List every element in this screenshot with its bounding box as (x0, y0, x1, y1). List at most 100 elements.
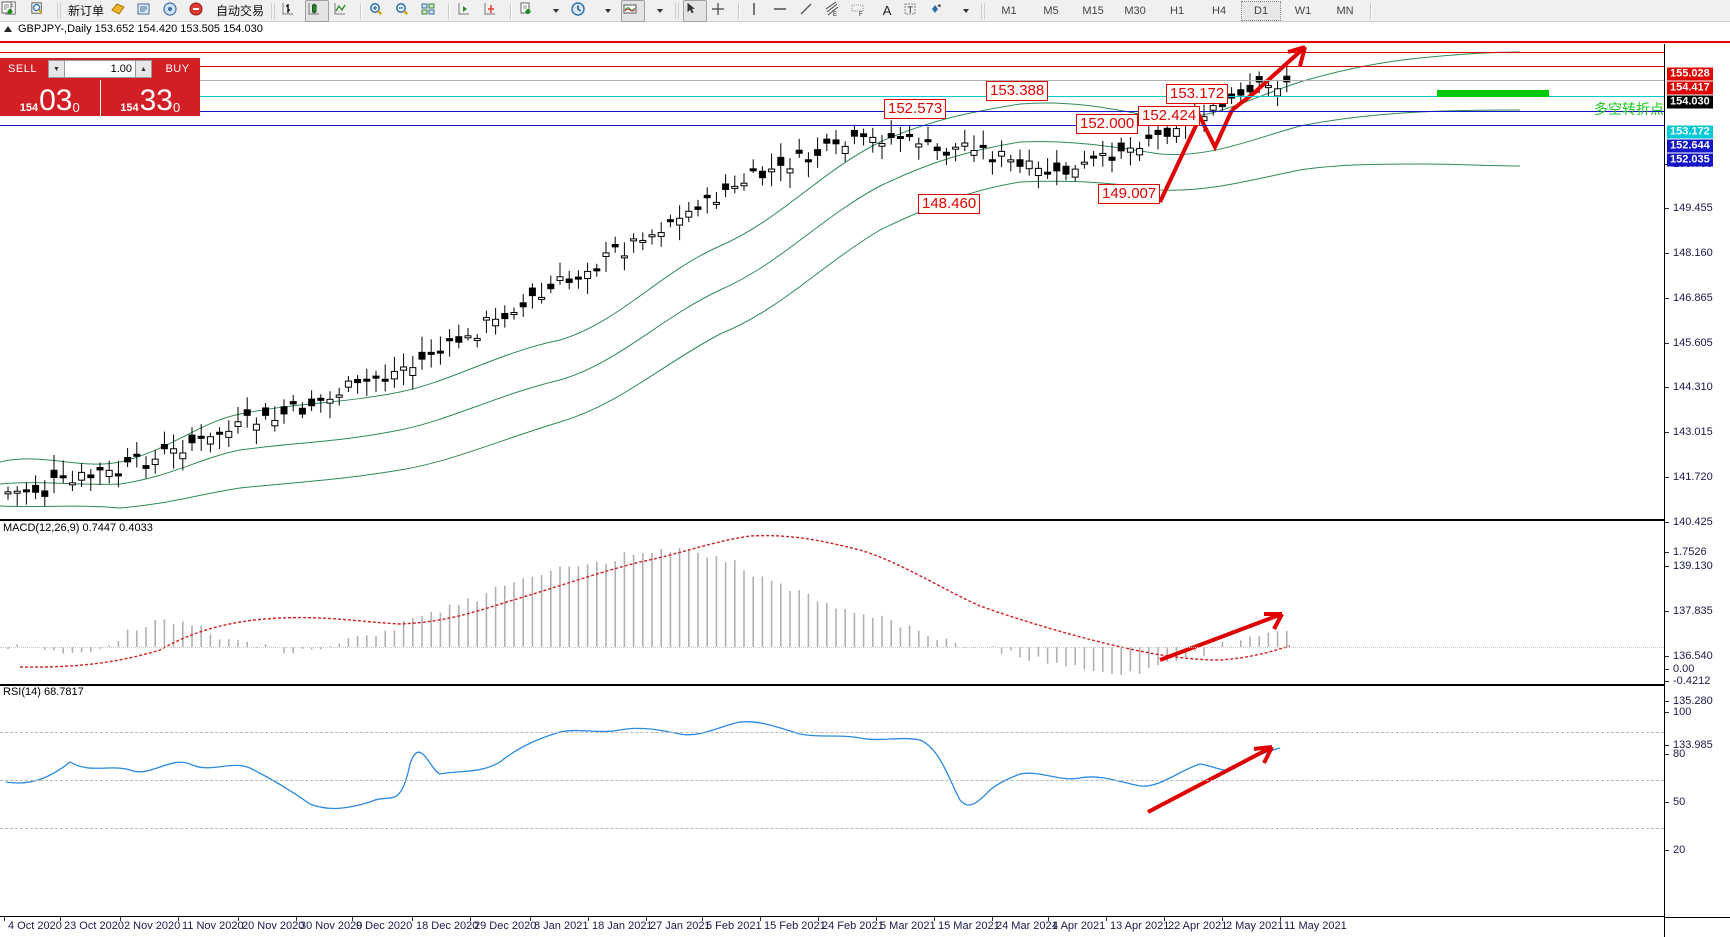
chart-title: GBPJPY-,Daily 153.652 154.420 153.505 15… (18, 22, 263, 35)
time-tick-mark (646, 917, 647, 921)
price-tag-152424[interactable]: 152.424 (1138, 106, 1201, 126)
data-window-icon[interactable] (135, 0, 159, 22)
channel-icon[interactable]: F (849, 0, 873, 22)
time-tick-label: 22 Apr 2021 (1168, 920, 1228, 932)
volume-input[interactable]: 1.00 (65, 60, 135, 78)
price-tag-149007[interactable]: 149.007 (1098, 184, 1161, 204)
time-tick-mark (4, 917, 5, 921)
candlestick-chart-icon[interactable] (305, 0, 330, 22)
timeframe-mn[interactable]: MN (1336, 4, 1354, 17)
vertical-line-icon[interactable] (745, 0, 769, 22)
period-icon[interactable] (569, 0, 593, 22)
timeframe-m15[interactable]: M15 (1082, 4, 1104, 17)
volume-decrease-button[interactable]: ▼ (48, 60, 65, 78)
time-tick-label: 27 Jan 2021 (650, 920, 711, 932)
macd-series (7, 534, 1291, 675)
chevron-down-icon[interactable] (543, 0, 567, 22)
toolbar-separator-2 (448, 2, 451, 19)
toolbar-grip-4[interactable] (981, 2, 986, 19)
line-chart-icon[interactable] (331, 0, 355, 22)
chevron-down-icon-4[interactable] (953, 0, 977, 22)
bar-chart-icon[interactable] (279, 0, 303, 22)
time-scale[interactable]: 4 Oct 2020 23 Oct 2020 2 Nov 2020 11 Nov 20… (0, 916, 1664, 937)
time-tick-mark (934, 917, 935, 921)
toolbar-grip-2[interactable] (271, 2, 276, 19)
time-tick-label: 8 Jan 2021 (534, 920, 589, 932)
price-tag-153172[interactable]: 153.172 (1166, 84, 1229, 104)
time-tick-mark (412, 917, 413, 921)
chinese-annotation: 多空转折点 (1594, 101, 1664, 117)
autotrading-label: 自动交易 (216, 4, 265, 18)
sell-price-pips: 03 (39, 84, 73, 117)
terminal-icon[interactable] (187, 0, 211, 22)
rsi-scale-100: 100 (1665, 706, 1691, 718)
sell-button[interactable]: SELL (0, 58, 45, 80)
toolbar-grip-3[interactable] (675, 2, 680, 19)
price-scale[interactable]: 150.750149.455148.160146.865145.605144.3… (1664, 44, 1730, 937)
price-tick: 145.605 (1665, 337, 1713, 349)
profiles-icon[interactable] (29, 0, 53, 22)
indicators-icon[interactable] (517, 0, 541, 22)
new-order-button[interactable]: 新订单 (1, 1, 108, 21)
rsi-level-20 (0, 828, 1664, 829)
volume-increase-button[interactable]: ▲ (135, 60, 152, 78)
chart-window[interactable]: GBPJPY-,Daily 153.652 154.420 153.505 15… (0, 22, 1730, 937)
market-watch-icon[interactable] (109, 0, 133, 22)
price-level-label: 152.035 (1667, 153, 1713, 167)
price-tag-148460[interactable]: 148.460 (918, 194, 981, 214)
time-tick-label: 15 Mar 2021 (938, 920, 1000, 932)
timeframe-h4[interactable]: H4 (1212, 4, 1227, 17)
label-icon[interactable]: T (901, 0, 925, 22)
macd-pane-separator (0, 519, 1664, 521)
time-tick-mark (876, 917, 877, 921)
timeframe-d1[interactable]: D1 (1241, 0, 1282, 21)
price-tag-152000[interactable]: 152.000 (1076, 114, 1139, 134)
timeframe-w1[interactable]: W1 (1294, 4, 1312, 17)
buy-button[interactable]: BUY (155, 58, 200, 80)
buy-price-display[interactable]: 154 33 0 (99, 80, 200, 116)
svg-text:T: T (908, 5, 914, 15)
zoom-out-icon[interactable] (393, 0, 417, 22)
zoom-in-icon[interactable] (367, 0, 391, 22)
rsi-series (5, 721, 1281, 810)
chart-expand-icon[interactable] (4, 25, 12, 32)
price-tag-153388[interactable]: 153.388 (986, 81, 1049, 101)
autotrading-button[interactable]: 自动交易 (212, 1, 268, 21)
templates-icon[interactable] (621, 0, 646, 22)
price-tick: 149.455 (1665, 202, 1713, 214)
chart-top-border (0, 41, 1730, 43)
volume-stepper[interactable]: ▼ 1.00 ▲ (45, 58, 155, 80)
time-tick-mark (60, 917, 61, 921)
crosshair-icon[interactable] (709, 0, 733, 22)
trendline-icon[interactable] (797, 0, 821, 22)
sell-price-display[interactable]: 154 03 0 (0, 80, 100, 116)
one-click-trading-panel[interactable]: SELL ▼ 1.00 ▲ BUY 154 03 0 154 33 0 (0, 58, 200, 116)
navigator-icon[interactable] (161, 0, 185, 22)
time-tick-label: 5 Feb 2021 (706, 920, 762, 932)
time-tick-label: 30 Nov 2020 (300, 920, 363, 932)
timeframe-h1[interactable]: H1 (1170, 4, 1185, 17)
rsi-level-50 (0, 780, 1664, 781)
timeframe-m30[interactable]: M30 (1124, 4, 1146, 17)
cursor-icon[interactable] (683, 0, 708, 22)
rsi-label: RSI(14) 68.7817 (3, 686, 87, 698)
auto-scroll-icon[interactable] (481, 0, 505, 22)
fibonacci-icon[interactable]: E (823, 0, 847, 22)
horizontal-line-icon[interactable] (771, 0, 795, 22)
timeframe-m5[interactable]: M5 (1043, 4, 1059, 17)
price-tag-152573[interactable]: 152.573 (884, 99, 947, 119)
price-level-label: 155.028 (1667, 67, 1713, 81)
text-icon[interactable]: A (882, 3, 892, 18)
level-line-152035 (0, 125, 1664, 126)
chevron-down-icon-2[interactable] (595, 0, 619, 22)
toolbar-grip[interactable] (57, 2, 61, 19)
timeframe-m1[interactable]: M1 (1001, 4, 1017, 17)
buy-price-fraction: 0 (173, 100, 181, 115)
shapes-icon[interactable] (927, 0, 951, 22)
shift-end-icon[interactable] (455, 0, 479, 22)
chevron-down-icon-3[interactable] (647, 0, 671, 22)
grid-icon[interactable] (419, 0, 443, 22)
time-tick-mark (818, 917, 819, 921)
new-chart-icon[interactable] (3, 0, 27, 22)
level-line-153172 (0, 96, 1664, 97)
